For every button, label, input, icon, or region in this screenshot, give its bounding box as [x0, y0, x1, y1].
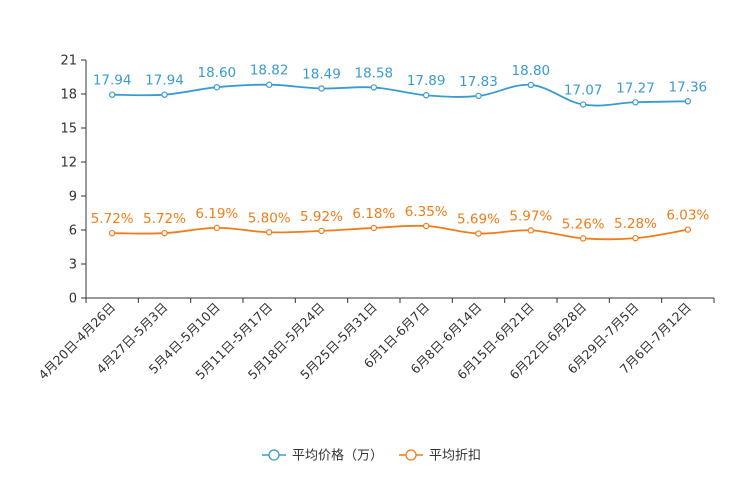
data-point: [213, 83, 221, 91]
y-tick-label: 12: [60, 156, 77, 171]
data-label: 17.94: [145, 73, 184, 89]
data-point: [632, 99, 639, 106]
data-label: 5.92%: [300, 209, 343, 225]
y-tick-label: 18: [60, 88, 77, 103]
data-label: 5.80%: [248, 210, 291, 226]
data-point: [475, 230, 482, 237]
data-label: 5.97%: [509, 208, 552, 224]
legend-label: 平均价格（万）: [292, 448, 383, 464]
legend-marker: [405, 449, 417, 461]
data-label: 17.83: [459, 74, 498, 90]
data-point: [632, 234, 639, 242]
y-tick-label: 9: [69, 190, 77, 205]
y-tick-label: 6: [69, 224, 77, 239]
data-label: 18.80: [512, 63, 551, 79]
y-tick-label: 3: [69, 258, 77, 273]
data-point: [161, 91, 168, 98]
data-label: 17.27: [616, 80, 655, 96]
data-point: [579, 235, 587, 242]
series-line: [112, 224, 688, 241]
data-label: 6.35%: [405, 204, 448, 220]
data-point: [527, 81, 535, 89]
data-label: 18.58: [355, 65, 394, 81]
data-label: 5.72%: [91, 211, 134, 227]
chart-legend[interactable]: 平均价格（万） 平均折扣: [262, 448, 481, 464]
data-point: [579, 101, 587, 108]
data-point: [318, 227, 325, 235]
data-label: 17.94: [93, 73, 132, 89]
data-point: [422, 222, 430, 230]
series-average-discount: 5.72% 5.72% 6.19% 5.80% 5.92% 6.18% 6.35% 5.69%…: [91, 204, 709, 242]
data-point: [527, 227, 535, 234]
data-point: [265, 229, 273, 236]
data-point: [161, 229, 168, 237]
data-label: 18.60: [198, 65, 237, 81]
data-point: [318, 85, 325, 92]
series-line: [112, 83, 688, 107]
legend-item-average-discount[interactable]: 平均折扣: [399, 449, 481, 464]
data-label: 17.36: [669, 79, 708, 95]
y-tick-label: 15: [60, 122, 77, 137]
data-label: 6.03%: [666, 208, 709, 224]
data-label: 5.72%: [143, 211, 186, 227]
y-tick-label: 21: [60, 54, 77, 69]
legend-marker: [268, 449, 280, 461]
data-label: 18.82: [250, 63, 289, 79]
data-label: 6.19%: [195, 206, 238, 222]
chart-series: 17.94 17.94 18.60 18.82 18.49 18.58 17.89 17.83…: [91, 63, 709, 242]
series-average-price: 17.94 17.94 18.60 18.82 18.49 18.58 17.89 17.83…: [93, 63, 708, 108]
legend-item-average-price[interactable]: 平均价格（万）: [262, 448, 383, 464]
data-label: 18.49: [302, 66, 341, 82]
data-point: [265, 81, 273, 88]
data-label: 17.89: [407, 73, 446, 89]
data-label: 5.28%: [614, 216, 657, 232]
data-point: [370, 224, 378, 232]
data-point: [213, 224, 221, 232]
data-point: [108, 91, 116, 98]
data-label: 5.26%: [562, 216, 605, 232]
data-point: [475, 92, 482, 100]
data-point: [684, 226, 692, 233]
data-point: [422, 92, 430, 99]
data-label: 5.69%: [457, 212, 500, 228]
data-label: 6.18%: [352, 206, 395, 222]
legend-label: 平均折扣: [429, 449, 481, 464]
data-point: [370, 84, 378, 91]
data-point: [684, 98, 692, 105]
data-label: 17.07: [564, 83, 603, 99]
y-tick-label: 0: [69, 292, 77, 307]
data-point: [108, 229, 116, 237]
